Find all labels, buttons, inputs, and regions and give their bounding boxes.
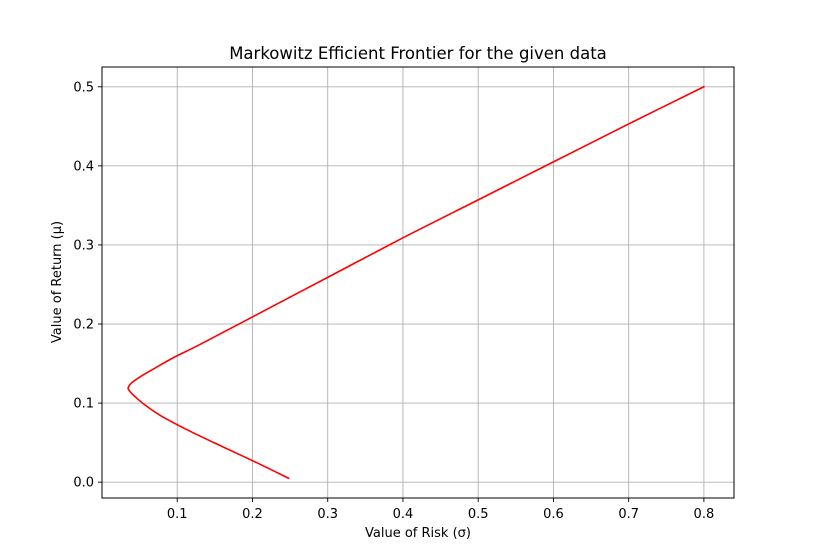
series-layer bbox=[127, 85, 705, 480]
x-tick-label: 0.4 bbox=[393, 507, 414, 522]
x-tick-label: 0.6 bbox=[543, 507, 564, 522]
y-tick-label: 0.5 bbox=[73, 80, 94, 95]
y-tick-label: 0.2 bbox=[73, 318, 94, 333]
efficient-frontier-line bbox=[127, 85, 705, 480]
chart-title: Markowitz Efficient Frontier for the giv… bbox=[229, 44, 607, 63]
y-tick-label: 0.1 bbox=[73, 397, 94, 412]
x-tick-label: 0.7 bbox=[618, 507, 639, 522]
y-tick-label: 0.4 bbox=[73, 159, 94, 174]
ticks: 0.1 0.2 0.3 0.4 0.5 0.6 0.7 0.8 0.0 0.1 0.2 0.3 0.4 0… bbox=[73, 80, 714, 522]
x-axis-label: Value of Risk (σ) bbox=[365, 526, 471, 541]
x-tick-label: 0.5 bbox=[468, 507, 489, 522]
x-tick-label: 0.2 bbox=[242, 507, 263, 522]
grid-lines bbox=[102, 67, 734, 498]
y-tick-label: 0.0 bbox=[73, 476, 94, 491]
y-tick-label: 0.3 bbox=[73, 238, 94, 253]
x-tick-label: 0.3 bbox=[317, 507, 338, 522]
x-tick-label: 0.8 bbox=[694, 507, 715, 522]
plot-frame bbox=[101, 66, 735, 499]
x-tick-label: 0.1 bbox=[167, 507, 188, 522]
y-axis-label: Value of Return (μ) bbox=[50, 221, 65, 343]
